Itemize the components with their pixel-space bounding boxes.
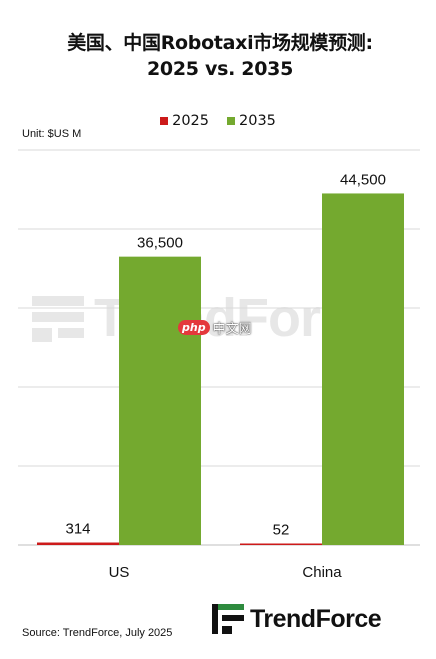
bar-2035-us [119,256,201,545]
chart-subtitle: 2025 vs. 2035 [146,58,293,80]
trendforce-logo: TrendForce [212,604,382,634]
data-label-2035-china: 44,500 [340,171,386,188]
data-label-2035-us: 36,500 [137,235,183,252]
legend-swatch-2035 [227,117,235,125]
php-badge: php [178,320,210,335]
legend-swatch-2025 [160,117,169,125]
plot-area: 314 36,500 US 52 44,500 China [18,149,420,581]
x-tick-label-china: China [302,564,342,581]
legend-label-2035: 2035 [239,113,276,129]
legend-label-2025: 2025 [172,113,209,129]
php-watermark-text: 中文网 [212,322,252,337]
bar-2025-china [240,543,322,545]
php-watermark: php 中文网 [178,318,252,337]
data-label-2025-us: 314 [65,521,90,538]
unit-label: Unit: $US M [22,128,82,140]
chart-legend: 2025 2035 [0,113,436,129]
x-tick-label-us: US [109,564,130,581]
legend-item-2025: 2025 [160,113,209,129]
trendforce-logo-text: TrendForce [250,604,382,633]
bar-2035-china [322,193,404,545]
chart-title: 美国、中国Robotaxi市场规模预测: [67,32,373,54]
source-label: Source: TrendForce, July 2025 [22,627,173,639]
data-label-2025-china: 52 [273,522,290,539]
trendforce-logo-icon [212,604,244,634]
legend-item-2035: 2035 [227,113,276,129]
bar-2025-us [37,542,119,545]
